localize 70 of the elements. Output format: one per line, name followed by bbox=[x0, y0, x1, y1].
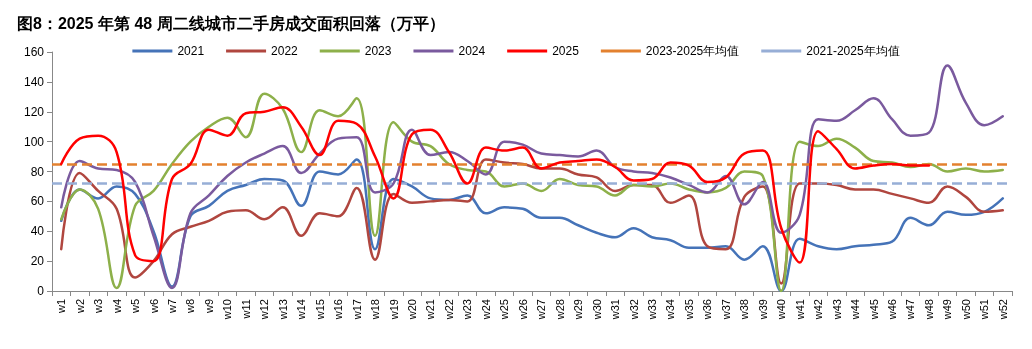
x-tick-label: w28 bbox=[553, 299, 566, 321]
x-tick-label: w23 bbox=[461, 299, 474, 321]
legend-label: 2021 bbox=[177, 44, 205, 58]
x-tick-label: w1 bbox=[55, 299, 68, 315]
x-tick-label: w13 bbox=[276, 299, 289, 321]
x-tick-label: w25 bbox=[498, 299, 511, 321]
x-tick-label: w49 bbox=[941, 299, 954, 321]
x-tick-label: w26 bbox=[516, 299, 529, 321]
x-tick-label: w37 bbox=[719, 299, 732, 321]
x-tick-label: w16 bbox=[332, 299, 345, 321]
y-tick-label: 60 bbox=[30, 194, 45, 209]
x-tick-label: w44 bbox=[849, 299, 862, 321]
x-tick-label: w22 bbox=[442, 299, 455, 321]
x-tick-label: w15 bbox=[313, 299, 326, 321]
x-tick-label: w45 bbox=[867, 299, 880, 321]
x-tick-label: w40 bbox=[775, 299, 788, 321]
x-tick-label: w30 bbox=[590, 299, 603, 321]
x-tick-label: w32 bbox=[627, 299, 640, 321]
x-tick-label: w38 bbox=[738, 299, 751, 321]
x-tick-label: w17 bbox=[350, 299, 363, 321]
legend-label: 2025 bbox=[552, 44, 580, 58]
x-tick-label: w20 bbox=[406, 299, 418, 321]
x-tick-label: w42 bbox=[812, 299, 825, 321]
y-tick-label: 140 bbox=[23, 74, 45, 89]
x-tick-label: w5 bbox=[129, 299, 142, 315]
x-tick-label: w14 bbox=[295, 299, 308, 321]
x-tick-label: w36 bbox=[701, 299, 714, 321]
x-tick-label: w35 bbox=[682, 299, 695, 321]
legend-label: 2023 bbox=[364, 44, 392, 58]
legend-label: 2021-2025年均值 bbox=[806, 44, 900, 58]
x-tick-label: w4 bbox=[110, 299, 123, 315]
y-tick-label: 0 bbox=[37, 284, 45, 298]
x-tick-label: w19 bbox=[387, 299, 400, 321]
x-tick-label: w8 bbox=[184, 299, 197, 315]
y-tick-label: 160 bbox=[23, 45, 45, 59]
x-tick-label: w3 bbox=[92, 299, 105, 315]
x-tick-label: w50 bbox=[959, 299, 972, 321]
x-tick-label: w39 bbox=[756, 299, 769, 321]
x-tick-label: w7 bbox=[166, 299, 178, 315]
x-tick-label: w6 bbox=[147, 299, 160, 315]
x-tick-label: w12 bbox=[258, 299, 271, 321]
line-series bbox=[59, 106, 931, 264]
chart-title: 图8：2025 年第 48 周二线城市二手房成交面积回落（万平） bbox=[17, 13, 445, 33]
x-tick-label: w31 bbox=[609, 299, 622, 321]
y-tick-label: 40 bbox=[30, 224, 45, 239]
y-tick-label: 20 bbox=[30, 254, 45, 269]
x-tick-label: w21 bbox=[424, 299, 437, 321]
legend-label: 2022 bbox=[271, 44, 299, 58]
x-tick-label: w10 bbox=[221, 299, 234, 321]
y-tick-label: 100 bbox=[23, 134, 45, 149]
x-tick-label: w52 bbox=[996, 299, 1009, 321]
legend-label: 2024 bbox=[458, 44, 486, 58]
y-tick-label: 120 bbox=[23, 104, 45, 119]
x-tick-label: w29 bbox=[572, 299, 585, 321]
x-tick-label: w46 bbox=[886, 299, 898, 321]
legend-label: 2023-2025年均值 bbox=[645, 44, 740, 58]
x-tick-label: w43 bbox=[830, 299, 843, 321]
x-tick-label: w18 bbox=[369, 299, 382, 321]
x-tick-label: w11 bbox=[239, 299, 252, 320]
x-tick-label: w24 bbox=[479, 299, 492, 321]
x-tick-label: w48 bbox=[922, 299, 935, 321]
x-tick-label: w27 bbox=[535, 299, 548, 321]
x-tick-label: w2 bbox=[73, 299, 86, 315]
y-tick-label: 80 bbox=[30, 164, 45, 179]
x-tick-label: w34 bbox=[664, 299, 677, 321]
x-tick-label: w51 bbox=[978, 299, 991, 321]
x-tick-label: w47 bbox=[904, 299, 917, 321]
x-tick-label: w33 bbox=[646, 299, 658, 321]
x-tick-label: w9 bbox=[202, 299, 215, 315]
x-tick-label: w41 bbox=[793, 299, 806, 321]
